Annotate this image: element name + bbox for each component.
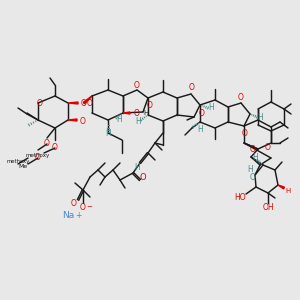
Text: H: H [257, 112, 263, 122]
Text: HO: HO [234, 193, 246, 202]
Text: O: O [37, 98, 43, 107]
Text: Me: Me [18, 164, 28, 169]
Text: O: O [134, 80, 140, 89]
Text: H: H [252, 152, 258, 161]
Text: H: H [143, 110, 148, 116]
Text: methoxy: methoxy [6, 160, 30, 164]
Text: O: O [265, 143, 271, 152]
Text: Na: Na [62, 211, 74, 220]
Polygon shape [68, 102, 78, 104]
Text: +: + [75, 211, 81, 220]
Text: O: O [140, 173, 146, 182]
Polygon shape [68, 119, 77, 121]
Text: O: O [81, 98, 87, 107]
Polygon shape [83, 96, 92, 104]
Text: H: H [116, 116, 122, 124]
Polygon shape [278, 185, 284, 189]
Polygon shape [123, 112, 130, 114]
Text: OH: OH [262, 203, 274, 212]
Text: O: O [134, 109, 140, 118]
Text: O: O [189, 83, 195, 92]
Text: H: H [208, 103, 214, 112]
Text: −: − [86, 204, 92, 210]
Text: O: O [250, 172, 256, 182]
Text: O: O [35, 154, 41, 163]
Text: H: H [135, 118, 141, 127]
Text: O: O [44, 140, 50, 148]
Text: O: O [87, 100, 93, 109]
Text: H: H [134, 163, 140, 172]
Text: O: O [238, 92, 244, 101]
Text: O: O [147, 101, 153, 110]
Text: H: H [197, 125, 203, 134]
Text: H: H [285, 188, 291, 194]
Text: O: O [242, 130, 248, 139]
Text: O: O [52, 143, 58, 152]
Text: O: O [80, 118, 86, 127]
Text: O: O [80, 202, 86, 211]
Text: O: O [250, 145, 256, 154]
Text: O: O [71, 199, 77, 208]
Text: H: H [247, 164, 253, 173]
Text: H: H [105, 130, 111, 139]
Text: O: O [199, 109, 205, 118]
Text: methoxy: methoxy [26, 154, 50, 158]
